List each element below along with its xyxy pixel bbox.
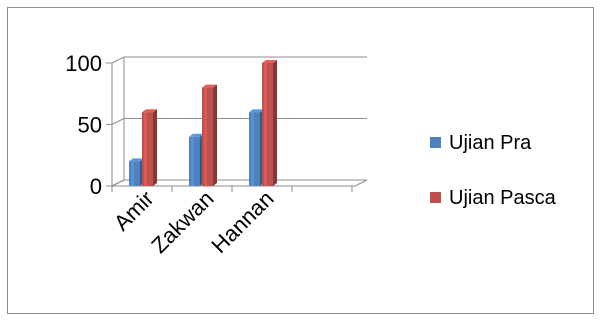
bar-front	[202, 87, 213, 186]
bar	[189, 133, 204, 186]
legend-swatch	[430, 137, 441, 148]
x-tick-label: Amir	[109, 186, 159, 236]
bar-front	[189, 136, 200, 186]
x-tick-label: Zakwan	[146, 186, 218, 258]
legend-item: Ujian Pasca	[430, 187, 557, 209]
chart-frame	[7, 7, 594, 314]
bar-highlight	[204, 87, 207, 186]
bar-front	[249, 112, 260, 186]
bar	[129, 158, 144, 186]
legend-item: Ujian Pra	[430, 132, 532, 154]
gridline	[111, 179, 367, 187]
bar	[142, 109, 157, 186]
bar-top	[249, 109, 264, 113]
bar-top	[202, 84, 217, 88]
bar-highlight	[251, 112, 254, 186]
y-tick-label: 0	[90, 174, 102, 199]
bar-highlight	[191, 136, 194, 186]
bar	[202, 84, 217, 186]
legend-label: Ujian Pasca	[449, 187, 557, 209]
x-tick-label: Hannan	[206, 186, 278, 258]
bar	[249, 109, 264, 186]
gridline	[111, 56, 367, 64]
bar-side	[213, 84, 217, 186]
bars	[129, 60, 277, 186]
legend-swatch	[430, 192, 441, 203]
bar-top	[142, 109, 157, 113]
bar-front	[129, 161, 140, 186]
bar-top	[129, 158, 144, 162]
bar-highlight	[264, 63, 267, 186]
bar-front	[142, 112, 153, 186]
bar	[262, 60, 277, 186]
y-tick-label: 100	[65, 51, 102, 76]
gridline	[111, 118, 367, 125]
bar-highlight	[144, 112, 147, 186]
bar-front	[262, 63, 273, 186]
legend: Ujian Pra Ujian Pasca	[430, 132, 557, 209]
bar-side	[153, 109, 157, 186]
bar-side	[273, 60, 277, 186]
bar-top	[189, 133, 204, 137]
gridlines	[106, 56, 367, 187]
y-tick-labels: 0 50 100	[65, 51, 102, 199]
legend-label: Ujian Pra	[449, 132, 532, 154]
bar-highlight	[131, 161, 134, 186]
y-tick-label: 50	[78, 113, 102, 138]
bar-top	[262, 60, 277, 63]
